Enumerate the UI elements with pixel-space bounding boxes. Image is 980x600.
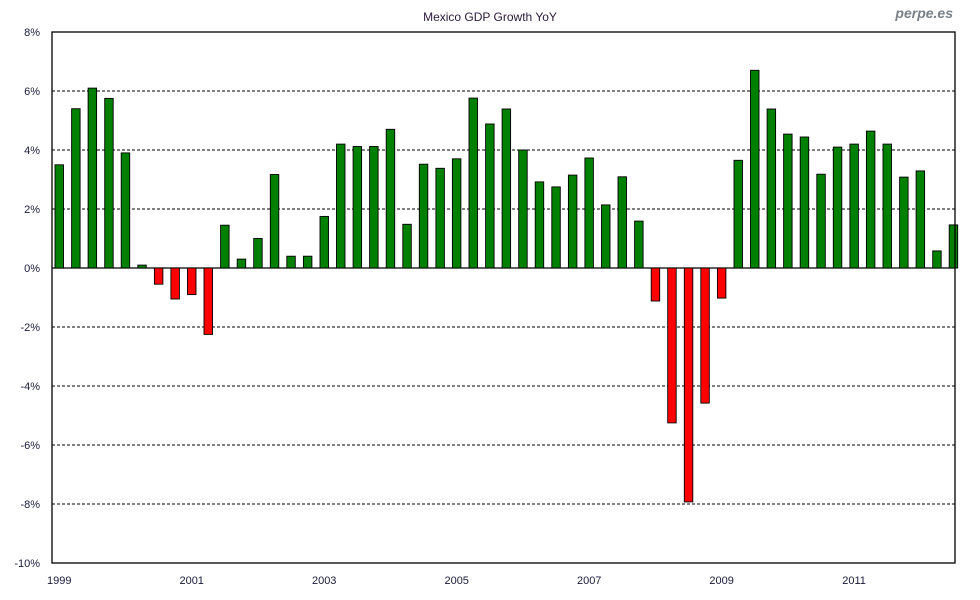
plot-area-frame (51, 31, 956, 564)
bar-2002Q2 (269, 174, 280, 269)
bar-2002Q1 (253, 238, 263, 269)
bar-1999Q4 (104, 97, 114, 269)
x-tick-label: 2005 (444, 575, 468, 587)
bar-2010Q4 (832, 146, 843, 269)
bar-2009Q4 (766, 108, 777, 269)
y-axis-labels: 8% 6% 4% 2% 0% -2% -4% -6% -8% -10% (14, 27, 40, 570)
bar-2007Q4 (634, 220, 644, 269)
bar-2006Q1 (518, 149, 528, 269)
bar-2000Q2 (137, 264, 147, 269)
bar-2011Q1 (849, 143, 859, 269)
y-tick-label: -10% (14, 558, 40, 570)
y-tick-label: -4% (20, 381, 40, 393)
bar-2011Q3 (882, 143, 892, 269)
bars (54, 69, 959, 503)
bar-2004Q3 (418, 163, 429, 269)
bar-2011Q4 (899, 176, 909, 269)
bar-2000Q1 (120, 152, 131, 269)
bar-2008Q4 (700, 267, 710, 404)
bar-2005Q1 (451, 158, 462, 269)
bar-1999Q1 (54, 164, 64, 269)
x-tick-label: 2009 (709, 575, 733, 587)
y-tick-label: 2% (24, 204, 40, 216)
bar-2003Q4 (369, 146, 379, 269)
bar-2009Q2 (733, 159, 743, 269)
bar-2004Q4 (435, 167, 445, 269)
bar-2003Q3 (352, 146, 363, 269)
bar-2008Q2 (667, 267, 677, 424)
bar-2005Q2 (468, 97, 478, 269)
bar-2002Q4 (302, 255, 313, 269)
x-tick-label: 2007 (577, 575, 601, 587)
bar-2007Q1 (584, 157, 594, 269)
y-tick-label: 6% (24, 86, 40, 98)
bar-2002Q3 (286, 255, 296, 269)
x-tick-label: 2011 (842, 575, 866, 587)
bar-2004Q1 (385, 128, 396, 269)
watermark-logo: perpe.es (894, 5, 953, 21)
bar-2005Q4 (501, 108, 512, 269)
y-tick-label: 4% (24, 145, 40, 157)
chart-title: Mexico GDP Growth YoY (423, 10, 557, 24)
bar-2004Q2 (402, 223, 412, 269)
y-tick-label: -6% (20, 440, 40, 452)
bar-2001Q2 (203, 267, 213, 335)
y-tick-label: 8% (24, 27, 40, 39)
bar-2006Q3 (551, 186, 561, 269)
bar-2005Q3 (485, 123, 495, 269)
bar-1999Q3 (87, 87, 98, 269)
bar-2012Q3 (948, 224, 959, 269)
bar-2010Q1 (783, 133, 793, 269)
bar-2010Q2 (799, 136, 810, 269)
bar-1999Q2 (71, 108, 81, 269)
bar-2003Q2 (336, 143, 346, 269)
bar-2006Q2 (534, 181, 545, 269)
x-axis-labels: 1999 2001 2003 2005 2007 2009 2011 (47, 575, 866, 587)
x-tick-label: 2001 (179, 575, 203, 587)
bar-2008Q1 (650, 267, 661, 302)
bar-2000Q3 (153, 267, 164, 285)
bar-2010Q3 (816, 173, 826, 269)
bar-2009Q1 (716, 267, 727, 299)
bar-2001Q4 (236, 258, 247, 269)
y-tick-label: -8% (20, 499, 40, 511)
bar-2003Q1 (319, 215, 329, 269)
y-tick-label: 0% (24, 263, 40, 275)
bar-2012Q2 (932, 250, 942, 269)
bar-2012Q1 (915, 170, 926, 269)
y-tick-label: -2% (20, 322, 40, 334)
bar-2001Q1 (187, 267, 197, 296)
bar-2000Q4 (170, 267, 180, 300)
x-tick-label: 2003 (312, 575, 336, 587)
x-tick-label: 1999 (47, 575, 71, 587)
bar-2009Q3 (750, 69, 760, 269)
bar-2007Q2 (601, 204, 611, 269)
bar-2008Q3 (683, 267, 694, 503)
bar-2001Q3 (220, 224, 230, 269)
bar-2011Q2 (865, 130, 876, 269)
bar-2007Q3 (617, 176, 627, 269)
bar-2006Q4 (567, 174, 578, 269)
